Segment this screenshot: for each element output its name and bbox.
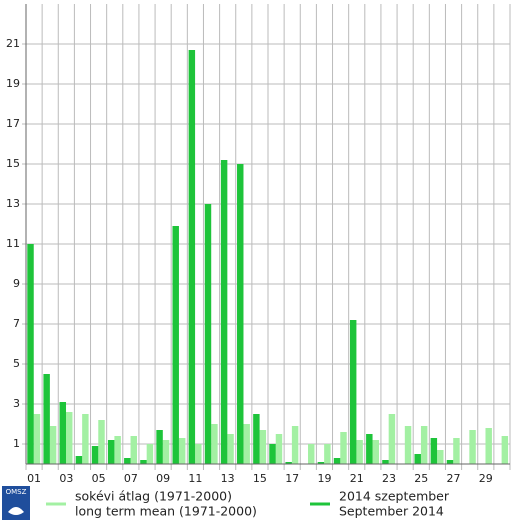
x-tick-label: 07 (124, 472, 138, 485)
bar (324, 444, 331, 464)
bar (366, 434, 373, 464)
bar (146, 444, 154, 464)
bar (66, 412, 73, 464)
bar (372, 440, 379, 464)
bar (49, 426, 57, 464)
bar (340, 432, 347, 464)
x-tick-label: 17 (285, 472, 299, 485)
legend-label: sokévi átlag (1971-2000) (75, 489, 232, 504)
x-tick-label: 25 (414, 472, 428, 485)
bar (227, 434, 234, 464)
bar (82, 414, 89, 464)
bar (485, 428, 492, 464)
bar (291, 426, 299, 464)
bar (211, 424, 218, 464)
x-tick-label: 05 (92, 472, 106, 485)
bar (259, 430, 267, 464)
bar (275, 434, 283, 464)
x-tick-label: 01 (27, 472, 41, 485)
y-tick-label: 9 (13, 277, 20, 290)
x-tick-label: 15 (253, 472, 267, 485)
x-tick-label: 09 (156, 472, 170, 485)
y-tick-label: 5 (13, 357, 20, 370)
y-tick-label: 7 (13, 317, 20, 330)
bar (204, 204, 212, 464)
bar (453, 438, 460, 464)
x-tick-label: 19 (317, 472, 331, 485)
bar (253, 414, 260, 464)
x-tick-label: 21 (350, 472, 364, 485)
bar (107, 440, 115, 464)
bar (59, 402, 67, 464)
y-tick-label: 3 (13, 397, 20, 410)
bar (333, 458, 341, 464)
bar (501, 436, 509, 464)
y-tick-label: 15 (6, 157, 20, 170)
bar (188, 50, 196, 464)
bar (130, 436, 137, 464)
bar (308, 444, 315, 464)
bar (243, 424, 250, 464)
bar (140, 460, 147, 464)
bar (446, 460, 454, 464)
bar (43, 374, 50, 464)
y-tick-label: 1 (13, 437, 20, 450)
bar (430, 438, 438, 464)
logo-text: OMSZ (6, 488, 27, 496)
bar (317, 462, 325, 464)
x-tick-label: 29 (479, 472, 493, 485)
bar (404, 426, 412, 464)
bar (27, 244, 34, 464)
bar (269, 444, 276, 464)
bar (285, 462, 292, 464)
x-tick-label: 23 (382, 472, 396, 485)
bar (437, 450, 444, 464)
y-tick-label: 21 (6, 37, 20, 50)
bar (156, 430, 163, 464)
bar (33, 414, 41, 464)
y-tick-label: 19 (6, 77, 20, 90)
legend-label: 2014 szeptember (339, 489, 450, 504)
x-tick-label: 03 (59, 472, 73, 485)
bar (420, 426, 428, 464)
x-tick-label: 13 (221, 472, 235, 485)
x-tick-label: 11 (188, 472, 202, 485)
x-tick-label: 27 (447, 472, 461, 485)
bar (237, 164, 244, 464)
bar (91, 446, 99, 464)
bar (162, 440, 170, 464)
bar (220, 160, 228, 464)
bar (349, 320, 357, 464)
bar (114, 436, 121, 464)
bar (178, 438, 186, 464)
bar (382, 460, 389, 464)
bar (172, 226, 179, 464)
bar (98, 420, 105, 464)
bar (124, 458, 131, 464)
bar (388, 414, 396, 464)
y-tick-label: 13 (6, 197, 20, 210)
bar (75, 456, 83, 464)
bar (414, 454, 421, 464)
bar (195, 444, 202, 464)
y-tick-label: 11 (6, 237, 20, 250)
legend-label-en: September 2014 (339, 504, 444, 519)
legend-label-en: long term mean (1971-2000) (75, 504, 257, 519)
bar (356, 440, 363, 464)
y-tick-label: 17 (6, 117, 20, 130)
logo-wave (8, 507, 24, 515)
bar (469, 430, 476, 464)
